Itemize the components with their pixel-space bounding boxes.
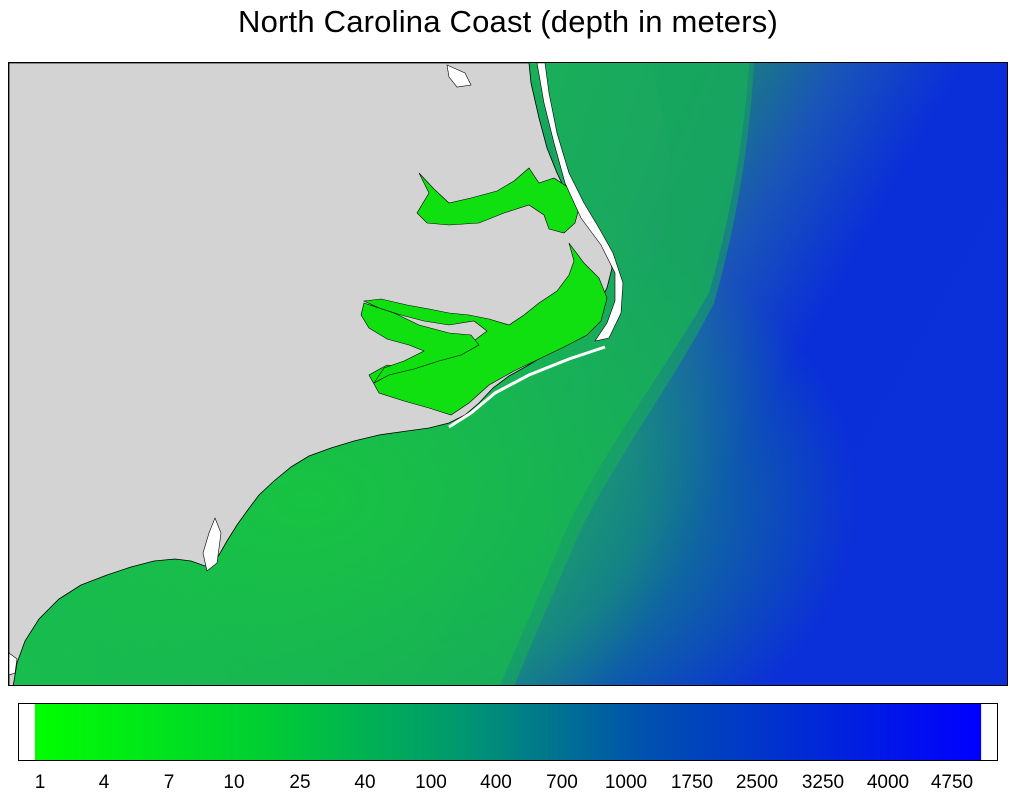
tick-label: 25: [289, 772, 311, 793]
island-north: [446, 64, 472, 88]
bathymetry-map: [8, 62, 1008, 686]
island-cape-fear: [202, 517, 222, 572]
tick-label: 3250: [801, 772, 845, 793]
tick-label: 10: [223, 772, 245, 793]
tick-label: 400: [480, 772, 512, 793]
map-title: North Carolina Coast (depth in meters): [238, 4, 778, 39]
map-svg: [9, 63, 1007, 685]
southern-shoreline: [448, 345, 606, 429]
tick-label: 4750: [930, 772, 974, 793]
colorbar-gradient: [34, 704, 982, 760]
tick-label: 7: [163, 772, 175, 793]
island-west: [9, 652, 18, 676]
tick-label: 1750: [670, 772, 714, 793]
colorbar-ticks: 1 4 7 10 25 40 100 400 700 1000 1750 250…: [18, 772, 998, 798]
tick-label: 4000: [866, 772, 910, 793]
tick-label: 100: [415, 772, 447, 793]
tick-label: 700: [546, 772, 578, 793]
albemarle-sound: [416, 167, 580, 234]
tick-label: 40: [354, 772, 376, 793]
tick-label: 2500: [735, 772, 779, 793]
pamlico-river: [360, 302, 480, 384]
tick-label: 1000: [604, 772, 648, 793]
tick-label: 1: [34, 772, 46, 793]
colorbar: [18, 703, 998, 761]
outer-banks: [536, 63, 624, 342]
tick-label: 4: [98, 772, 110, 793]
